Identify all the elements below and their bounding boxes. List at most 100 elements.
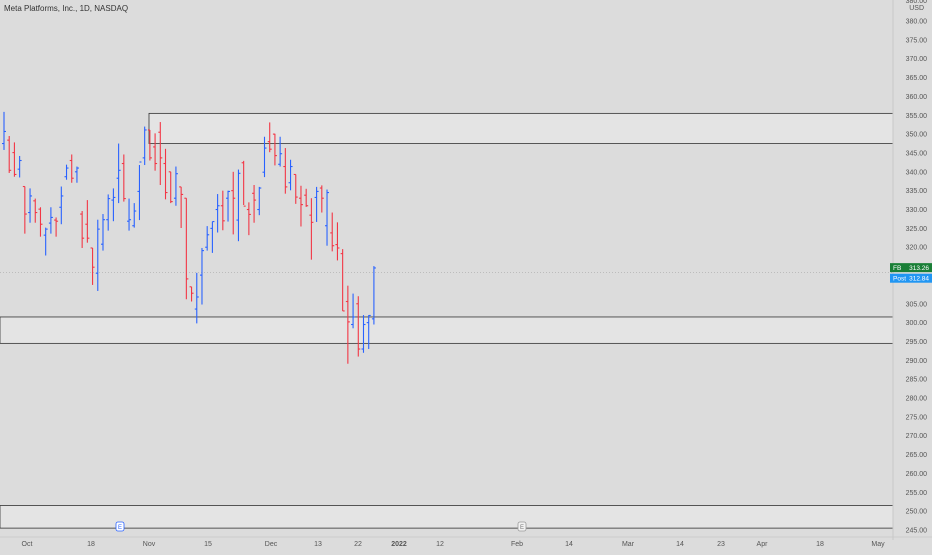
- y-tick-label: 275.00: [906, 414, 928, 421]
- ohlc-bar[interactable]: [189, 286, 194, 302]
- ohlc-bar[interactable]: [59, 186, 64, 225]
- y-tick-label: 335.00: [906, 188, 928, 195]
- ohlc-bar[interactable]: [116, 143, 121, 204]
- ohlc-bar[interactable]: [100, 214, 105, 251]
- ohlc-bar[interactable]: [43, 227, 48, 256]
- ohlc-bar[interactable]: [22, 185, 27, 234]
- ohlc-bar[interactable]: [272, 133, 277, 166]
- ohlc-bar[interactable]: [205, 226, 210, 251]
- ohlc-bar[interactable]: [366, 314, 371, 350]
- y-tick-label: 355.00: [906, 113, 928, 120]
- x-tick-label: 22: [354, 541, 362, 548]
- ohlc-bar[interactable]: [371, 266, 376, 325]
- ohlc-bar[interactable]: [173, 166, 178, 206]
- ohlc-bar[interactable]: [220, 190, 225, 231]
- ohlc-bar[interactable]: [142, 126, 147, 166]
- ohlc-bar[interactable]: [7, 135, 12, 173]
- ohlc-bar[interactable]: [12, 142, 17, 177]
- x-tick-label: 15: [204, 541, 212, 548]
- ohlc-bar[interactable]: [288, 159, 293, 191]
- y-tick-label: 295.00: [906, 339, 928, 346]
- symbol-title[interactable]: Meta Platforms, Inc., 1D, NASDAQ: [4, 4, 129, 13]
- ohlc-bar[interactable]: [127, 198, 132, 231]
- ohlc-bar[interactable]: [215, 194, 220, 233]
- ohlc-bar[interactable]: [246, 202, 251, 236]
- ohlc-bar[interactable]: [194, 272, 199, 324]
- ohlc-bar[interactable]: [309, 198, 314, 260]
- ohlc-bar[interactable]: [304, 188, 309, 207]
- ohlc-bar[interactable]: [330, 212, 335, 252]
- ohlc-bar[interactable]: [74, 166, 79, 183]
- ohlc-bar[interactable]: [158, 122, 163, 186]
- y-tick-label: 290.00: [906, 358, 928, 365]
- ohlc-bar[interactable]: [17, 155, 22, 178]
- ohlc-bar[interactable]: [184, 197, 189, 300]
- y-tick-label: 380.00: [906, 19, 928, 26]
- zone-rectangle[interactable]: [0, 316, 894, 344]
- ohlc-bar[interactable]: [121, 154, 126, 202]
- ohlc-bar[interactable]: [137, 161, 142, 221]
- zone-rectangle[interactable]: [0, 505, 894, 529]
- x-tick-label: 23: [717, 541, 725, 548]
- ohlc-bar[interactable]: [278, 136, 283, 167]
- ohlc-bar[interactable]: [33, 198, 38, 223]
- ohlc-bar[interactable]: [168, 171, 173, 204]
- y-tick-label: 285.00: [906, 377, 928, 384]
- ohlc-bar[interactable]: [345, 285, 350, 364]
- y-tick-label: 360.00: [906, 94, 928, 101]
- ohlc-bar[interactable]: [2, 111, 6, 150]
- ohlc-bar[interactable]: [153, 133, 158, 171]
- ohlc-bar[interactable]: [351, 293, 356, 329]
- ohlc-bar[interactable]: [257, 186, 262, 216]
- ohlc-bar[interactable]: [80, 211, 85, 248]
- x-tick-label: 13: [314, 541, 322, 548]
- ohlc-bar[interactable]: [231, 171, 236, 235]
- ohlc-bar[interactable]: [356, 296, 361, 357]
- ohlc-bar[interactable]: [54, 217, 59, 237]
- plot-area[interactable]: [0, 0, 893, 540]
- ohlc-bar[interactable]: [85, 200, 90, 243]
- ohlc-bar[interactable]: [132, 203, 137, 228]
- earnings-event-icon[interactable]: [115, 521, 125, 532]
- ohlc-bar[interactable]: [340, 249, 345, 312]
- price-tag-value: 313.26: [909, 265, 929, 272]
- zone-rectangle[interactable]: [148, 112, 894, 144]
- ohlc-bar[interactable]: [236, 169, 241, 242]
- ohlc-bar[interactable]: [163, 148, 168, 200]
- ohlc-bar[interactable]: [267, 122, 272, 153]
- ohlc-bar[interactable]: [298, 185, 303, 227]
- ohlc-bar[interactable]: [241, 160, 246, 207]
- ohlc-bar[interactable]: [106, 194, 111, 231]
- ohlc-bar[interactable]: [335, 222, 340, 261]
- ohlc-bar[interactable]: [95, 219, 100, 291]
- ohlc-bar[interactable]: [361, 315, 366, 353]
- ohlc-bar[interactable]: [48, 207, 53, 234]
- earnings-event-icon[interactable]: [517, 521, 527, 532]
- ohlc-bar[interactable]: [111, 188, 116, 222]
- ohlc-bar[interactable]: [69, 154, 74, 183]
- ohlc-bar[interactable]: [283, 148, 288, 194]
- y-tick-label: 255.00: [906, 490, 928, 497]
- ohlc-bar[interactable]: [199, 247, 204, 305]
- ohlc-bar[interactable]: [90, 247, 95, 285]
- ohlc-bar[interactable]: [38, 207, 43, 237]
- ohlc-bar[interactable]: [314, 186, 319, 222]
- ohlc-bar[interactable]: [262, 136, 267, 178]
- ohlc-bar[interactable]: [252, 185, 257, 223]
- ohlc-bar[interactable]: [293, 173, 298, 204]
- ohlc-bar[interactable]: [64, 164, 69, 180]
- price-tag-label: FB: [893, 265, 901, 272]
- ohlc-bar[interactable]: [325, 189, 330, 246]
- y-tick-label: 280.00: [906, 396, 928, 403]
- ohlc-bar[interactable]: [28, 188, 33, 223]
- currency-label: USD: [909, 5, 924, 12]
- y-tick-label: 300.00: [906, 320, 928, 327]
- ohlc-bar[interactable]: [210, 221, 215, 253]
- ohlc-bar[interactable]: [226, 190, 231, 222]
- x-tick-label: 12: [436, 541, 444, 548]
- ohlc-bar[interactable]: [319, 185, 324, 213]
- ohlc-bar[interactable]: [179, 186, 184, 228]
- ohlc-bar[interactable]: [147, 129, 152, 161]
